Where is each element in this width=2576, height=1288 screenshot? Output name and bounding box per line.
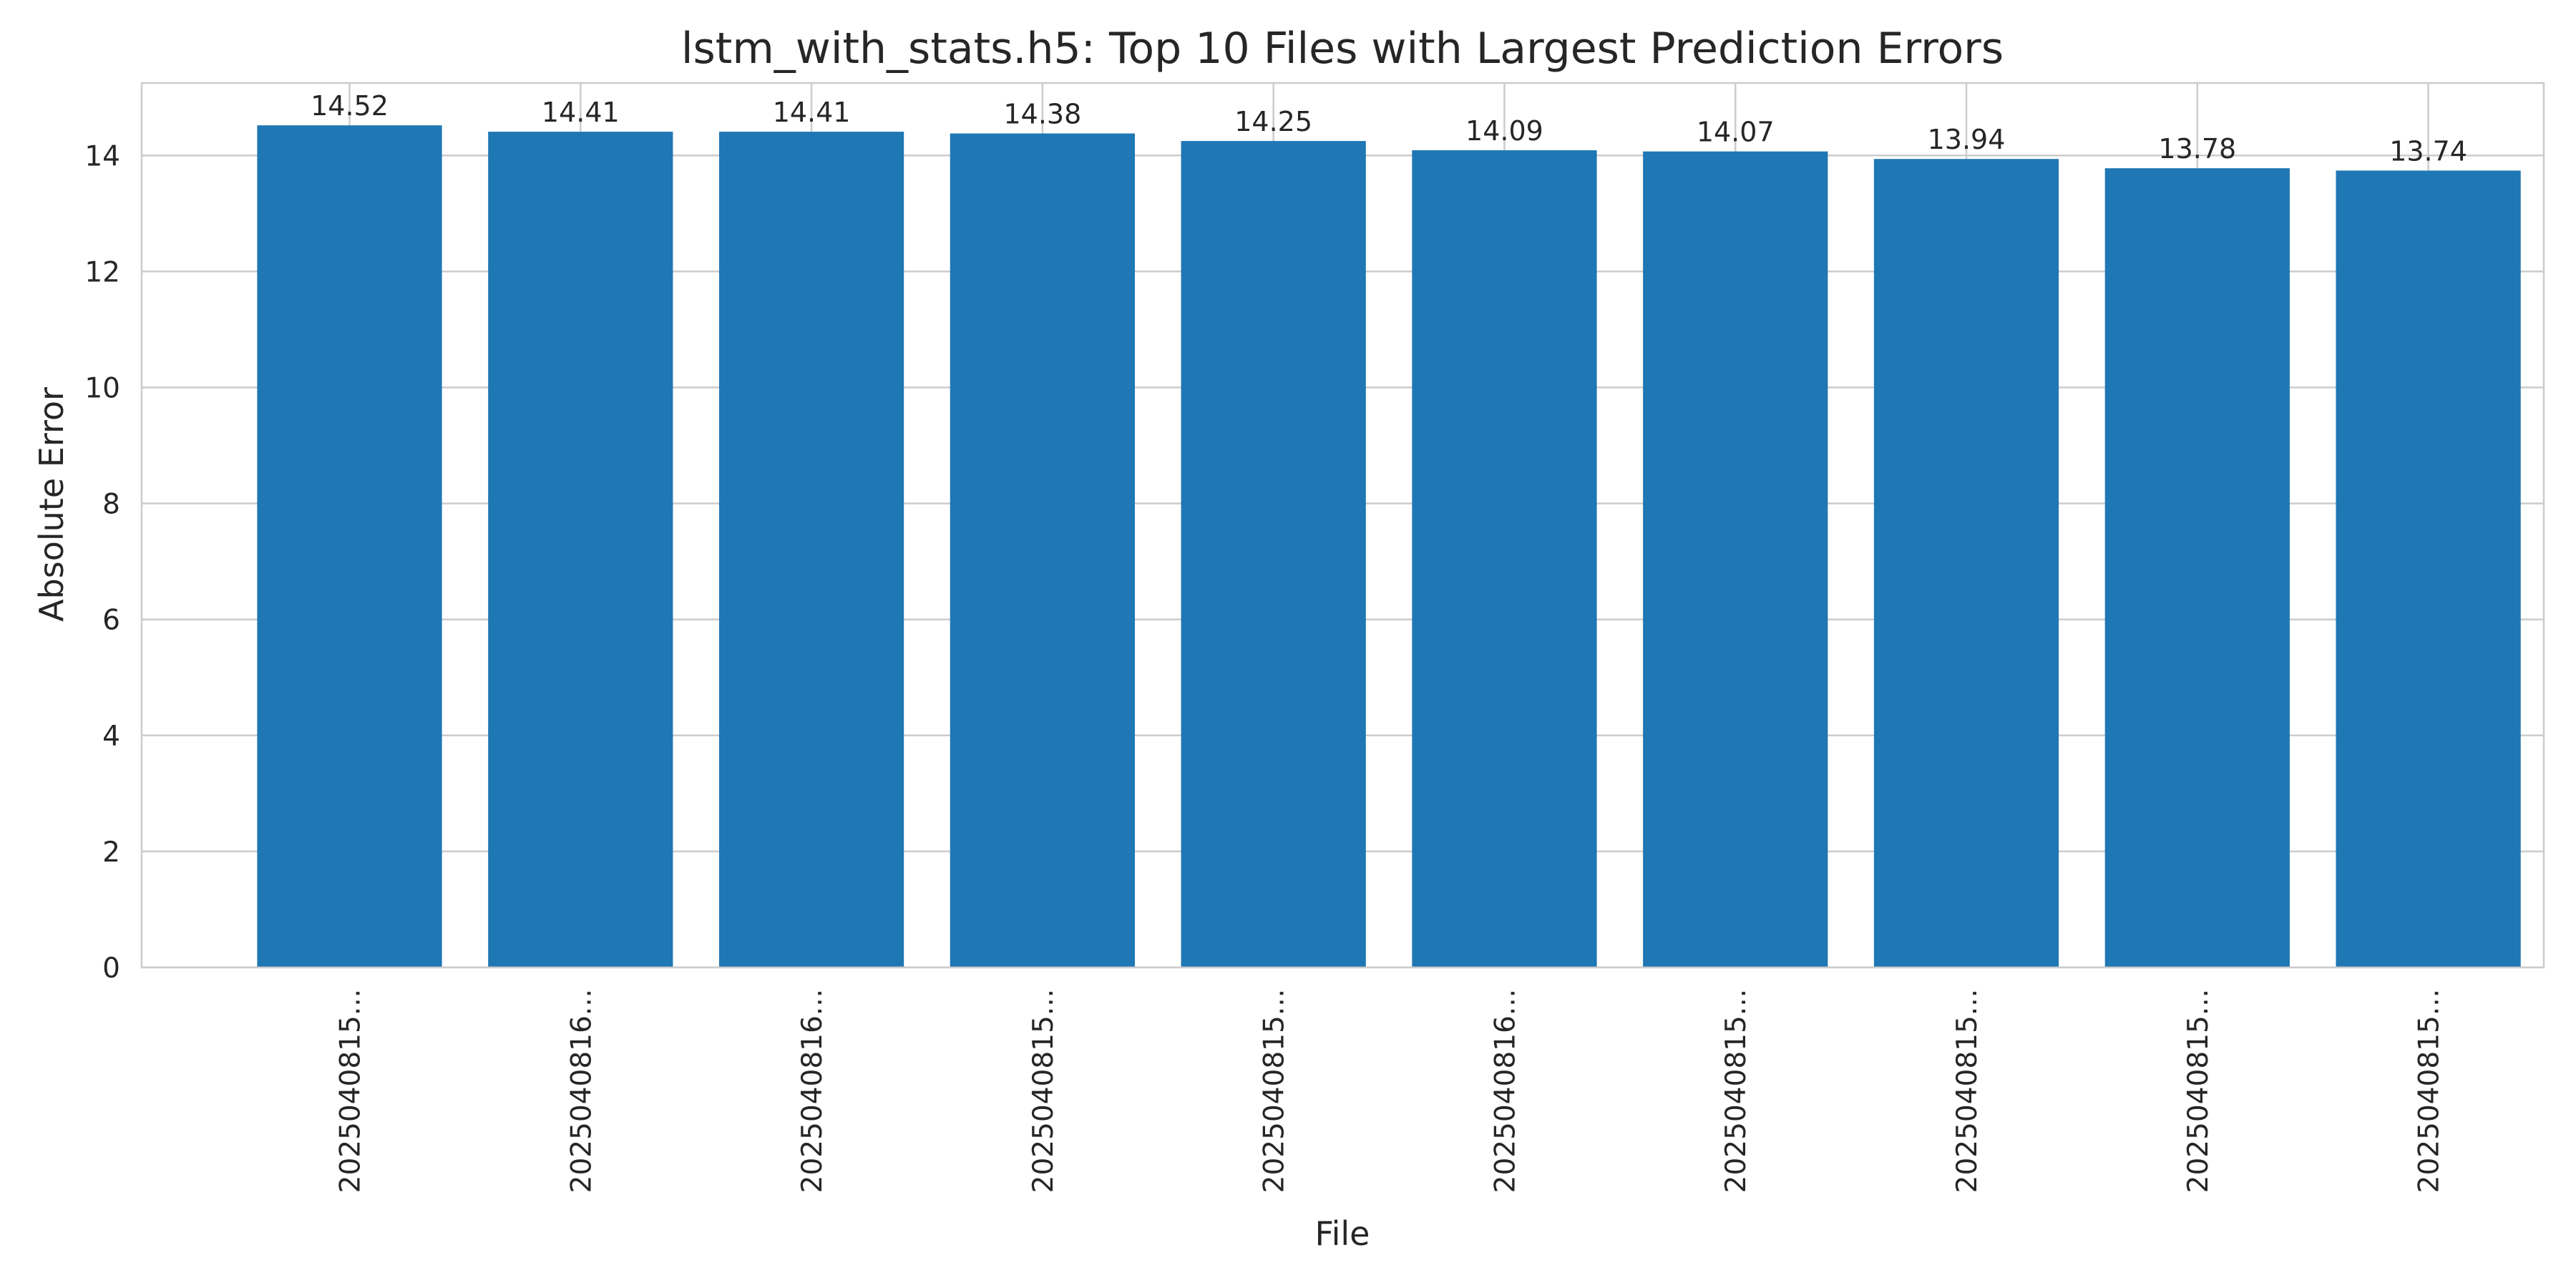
x-tick-label: 2025040815... — [335, 989, 367, 1193]
y-tick-label: 2 — [102, 836, 120, 869]
y-tick-label: 10 — [84, 373, 120, 405]
x-tick-label: 2025040815... — [2414, 989, 2446, 1193]
bar — [1643, 151, 1828, 967]
data-labels: 14.52 14.41 14.41 14.38 14.25 14.09 14.07 13.94… — [311, 90, 2467, 167]
y-tick-label: 12 — [84, 256, 120, 288]
bar-value-label: 13.74 — [2389, 135, 2467, 167]
bar — [257, 125, 442, 968]
x-tick-label: 2025040815... — [1951, 989, 1984, 1193]
bar-value-label: 13.94 — [1928, 124, 2006, 155]
bar-value-label: 14.52 — [311, 90, 389, 122]
bar-value-label: 13.78 — [2158, 133, 2236, 165]
y-tick-label: 8 — [102, 489, 120, 521]
y-tick-label: 14 — [84, 140, 120, 172]
bar-value-label: 14.25 — [1234, 106, 1312, 137]
x-tick-labels: 2025040815... 2025040816... 2025040816... 2… — [335, 989, 2446, 1193]
x-tick-label: 2025040816... — [565, 989, 597, 1193]
x-tick-label: 2025040816... — [796, 989, 829, 1193]
x-tick-label: 2025040815... — [1028, 989, 1060, 1193]
x-tick-label: 2025040815... — [2182, 989, 2215, 1193]
bar — [2104, 168, 2290, 967]
bar-value-label: 14.38 — [1003, 99, 1081, 130]
x-tick-label: 2025040816... — [1489, 989, 1521, 1193]
x-tick-label: 2025040815... — [1720, 989, 1752, 1193]
bar-value-label: 14.41 — [542, 97, 620, 128]
bar — [950, 133, 1135, 967]
y-axis-label: Absolute Error — [32, 387, 71, 622]
chart-title: lstm_with_stats.h5: Top 10 Files with La… — [681, 24, 2004, 74]
bar-value-label: 14.09 — [1465, 115, 1543, 147]
x-axis-label: File — [1315, 1214, 1370, 1253]
bar — [718, 132, 904, 968]
bar-value-label: 14.07 — [1697, 117, 1775, 148]
bar — [1873, 159, 2059, 967]
bar-value-label: 14.41 — [773, 97, 851, 128]
bar — [2336, 170, 2521, 967]
plot-frame — [140, 82, 2545, 969]
bar — [1412, 150, 1597, 967]
y-tick-labels: 0 2 4 6 8 10 12 14 — [84, 140, 120, 985]
x-tick-label: 2025040815... — [1259, 989, 1291, 1193]
bars — [257, 125, 2521, 968]
y-tick-label: 6 — [102, 605, 120, 637]
y-tick-label: 0 — [102, 952, 120, 985]
bar — [488, 132, 673, 968]
y-tick-label: 4 — [102, 721, 120, 753]
bar — [1181, 141, 1366, 967]
